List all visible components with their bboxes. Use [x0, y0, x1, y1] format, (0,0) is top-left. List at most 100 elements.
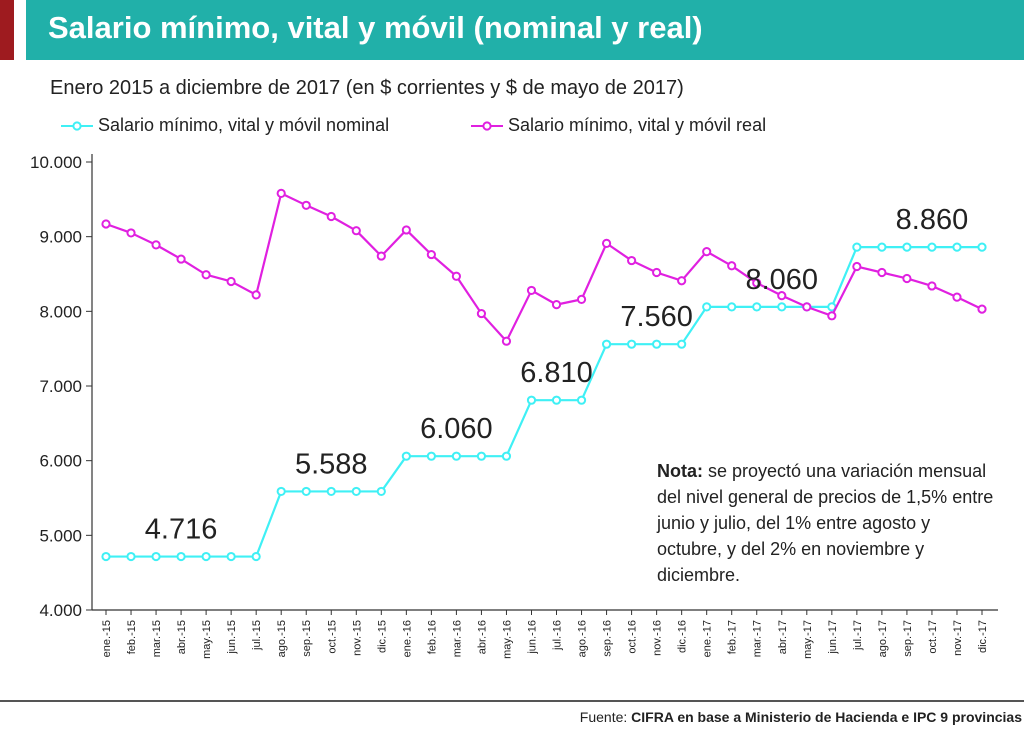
- data-point-nominal: [852, 242, 862, 252]
- x-tick-label: dic.-16: [677, 620, 689, 653]
- data-point-nominal: [476, 451, 487, 461]
- data-point-real: [852, 261, 862, 272]
- data-point-nominal: [627, 339, 637, 349]
- data-point-nominal: [276, 486, 286, 497]
- data-point-real: [226, 276, 236, 287]
- data-point-real: [326, 211, 336, 222]
- data-point-real: [727, 261, 737, 271]
- data-point-nominal: [151, 551, 161, 562]
- x-tick-label: may.-16: [501, 620, 513, 659]
- data-point-nominal: [601, 339, 612, 349]
- data-point-nominal: [752, 302, 762, 312]
- data-point-nominal: [101, 551, 111, 562]
- data-point-nominal: [126, 551, 136, 562]
- x-tick-label: dic.-17: [977, 620, 989, 653]
- data-point-real: [551, 300, 562, 310]
- data-label: 5.588: [295, 448, 368, 480]
- x-tick-label: ene.-17: [702, 620, 714, 657]
- data-point-real: [977, 304, 987, 314]
- data-point-real: [752, 278, 762, 288]
- data-point-nominal: [777, 302, 787, 312]
- x-tick-label: sep.-16: [602, 620, 614, 657]
- x-tick-label: jul.-17: [852, 620, 864, 651]
- data-point-nominal: [501, 451, 512, 461]
- line-chart: 4.000 5.000 6.000 7.000 8.000 9.000 10.000 ene.…: [30, 153, 998, 659]
- data-point-real: [201, 270, 211, 280]
- x-tick-label: jun.-15: [226, 620, 238, 655]
- x-tick-label: sep.-15: [301, 620, 313, 657]
- data-point-real: [952, 292, 962, 302]
- data-point-real: [702, 247, 712, 257]
- data-point-nominal: [652, 339, 662, 349]
- series-line-real: [105, 192, 983, 343]
- x-tick-label: nov.-15: [351, 620, 363, 656]
- x-tick-label: ago.-15: [276, 620, 288, 657]
- x-tick-label: sep.-17: [902, 620, 914, 657]
- y-tick-label: 4.000: [39, 601, 82, 620]
- footer-divider: [0, 700, 1024, 702]
- data-point-nominal: [977, 242, 987, 252]
- y-tick-label: 10.000: [30, 153, 82, 172]
- data-point-real: [376, 251, 386, 261]
- data-point-nominal: [677, 339, 687, 349]
- data-label: 6.810: [520, 357, 593, 389]
- data-point-real: [927, 281, 937, 291]
- data-point-nominal: [401, 451, 411, 461]
- header-bar: [26, 0, 1024, 60]
- y-tick-label: 9.000: [39, 228, 82, 247]
- data-point-real: [677, 276, 687, 286]
- data-point-nominal: [351, 486, 361, 497]
- data-point-real: [501, 336, 512, 346]
- x-tick-label: ago.-16: [577, 620, 589, 657]
- x-tick-label: mar.-17: [752, 620, 764, 657]
- data-point-real: [126, 228, 136, 238]
- x-tick-label: ene.-16: [401, 620, 413, 657]
- data-point-real: [426, 249, 436, 260]
- data-label: 8.060: [745, 264, 818, 296]
- chart-subtitle: Enero 2015 a diciembre de 2017 (en $ cor…: [50, 77, 684, 99]
- data-label: 4.716: [145, 514, 218, 546]
- data-point-real: [476, 308, 487, 319]
- header-accent-bar: [0, 0, 14, 60]
- data-label: 6.060: [420, 413, 493, 445]
- x-tick-label: may.-17: [802, 620, 814, 659]
- x-tick-label: abr.-16: [476, 620, 488, 654]
- x-tick-label: abr.-15: [176, 620, 188, 654]
- note-label: Nota:: [657, 461, 703, 481]
- data-point-real: [827, 311, 837, 321]
- chart-title: Salario mínimo, vital y móvil (nominal y…: [48, 10, 703, 45]
- data-point-nominal: [301, 486, 311, 497]
- legend-marker-nominal-icon: [61, 121, 93, 131]
- data-point-real: [301, 200, 311, 210]
- x-tick-label: abr.-17: [777, 620, 789, 654]
- data-point-nominal: [326, 486, 336, 497]
- legend-marker-real-icon: [471, 121, 503, 131]
- data-point-real: [101, 219, 111, 229]
- data-point-real: [902, 273, 912, 284]
- x-tick-label: ene.-15: [101, 620, 113, 657]
- data-point-nominal: [376, 486, 386, 497]
- x-tick-label: nov.-17: [952, 620, 964, 656]
- data-point-nominal: [902, 242, 912, 252]
- x-tick-label: jun.-16: [526, 620, 538, 655]
- data-point-nominal: [576, 395, 587, 405]
- x-tick-label: mar.-16: [451, 620, 463, 657]
- data-point-real: [176, 254, 186, 264]
- data-point-nominal: [451, 451, 461, 461]
- data-label: 8.860: [896, 204, 969, 236]
- legend-label-real: Salario mínimo, vital y móvil real: [508, 115, 767, 135]
- note-text: se proyectó una variación mensual del ni…: [657, 461, 994, 585]
- y-tick-label: 6.000: [39, 452, 82, 471]
- data-point-real: [627, 255, 637, 266]
- footer-source-text: CIFRA en base a Ministerio de Hacienda e…: [631, 709, 1022, 725]
- data-point-real: [276, 188, 286, 198]
- data-point-nominal: [877, 242, 887, 252]
- data-point-nominal: [952, 242, 962, 252]
- footer-label: Fuente:: [579, 709, 632, 725]
- chart-note: Nota: se proyectó una variación mensual …: [657, 458, 997, 588]
- data-point-nominal: [426, 451, 436, 461]
- data-point-real: [877, 267, 887, 278]
- data-point-nominal: [727, 302, 737, 312]
- data-label: 7.560: [620, 301, 693, 333]
- x-tick-label: oct.-15: [326, 620, 338, 654]
